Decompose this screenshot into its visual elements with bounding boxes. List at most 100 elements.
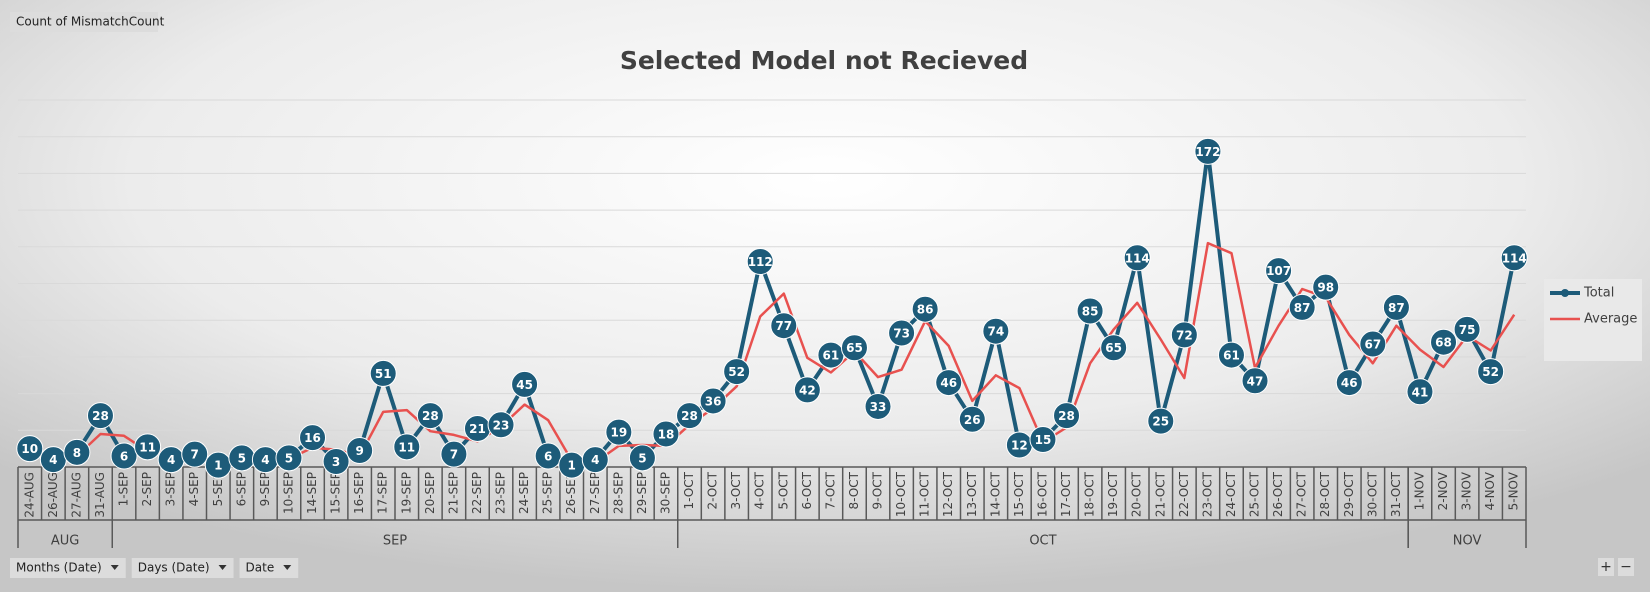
data-label: 6 bbox=[544, 449, 552, 463]
x-tick-label: 26-SEP bbox=[564, 472, 578, 514]
data-marker bbox=[1500, 244, 1528, 272]
legend-marker bbox=[1561, 289, 1569, 297]
field-button[interactable] bbox=[131, 558, 234, 578]
x-tick-label: 14-OCT bbox=[988, 471, 1002, 517]
x-tick-label: 24-SEP bbox=[517, 472, 531, 514]
data-marker bbox=[369, 359, 397, 387]
data-label: 28 bbox=[1058, 409, 1075, 423]
x-tick-label: 25-OCT bbox=[1248, 471, 1262, 517]
field-button[interactable] bbox=[239, 558, 299, 578]
x-tick-label: 9-SEP bbox=[258, 472, 272, 506]
data-label: 75 bbox=[1459, 323, 1476, 337]
x-tick-label: 4-NOV bbox=[1483, 471, 1497, 510]
data-label: 46 bbox=[1341, 376, 1358, 390]
data-label: 15 bbox=[1035, 433, 1052, 447]
data-label: 26 bbox=[964, 413, 981, 427]
data-label: 72 bbox=[1176, 328, 1193, 342]
data-marker bbox=[1312, 273, 1340, 301]
data-label: 1 bbox=[214, 459, 222, 473]
data-marker bbox=[1453, 315, 1481, 343]
x-tick-label: 22-OCT bbox=[1177, 471, 1191, 517]
x-tick-label: 23-OCT bbox=[1200, 471, 1214, 517]
data-label: 11 bbox=[398, 440, 415, 454]
data-marker bbox=[958, 405, 986, 433]
dropdown-arrow bbox=[110, 565, 119, 570]
data-marker bbox=[581, 446, 609, 474]
x-tick-label: 28-SEP bbox=[611, 472, 625, 514]
data-marker bbox=[299, 424, 327, 452]
data-label: 87 bbox=[1388, 301, 1405, 315]
data-label: 16 bbox=[304, 431, 321, 445]
x-tick-label: 19-SEP bbox=[399, 472, 413, 514]
x-tick-label: 3-OCT bbox=[729, 471, 743, 509]
x-tick-label: 5-NOV bbox=[1507, 471, 1521, 510]
data-marker bbox=[864, 392, 892, 420]
data-label: 1 bbox=[568, 459, 576, 473]
data-label: 5 bbox=[638, 451, 646, 465]
month-label: NOV bbox=[1453, 534, 1482, 549]
data-label: 33 bbox=[870, 400, 887, 414]
zoom-button[interactable] bbox=[1598, 558, 1614, 576]
x-tick-label: 21-OCT bbox=[1153, 471, 1167, 517]
data-marker bbox=[628, 444, 656, 472]
data-marker bbox=[1217, 341, 1245, 369]
field-button-label: Months (Date) bbox=[16, 561, 102, 575]
x-tick-label: 17-SEP bbox=[376, 472, 390, 514]
data-label: 52 bbox=[728, 365, 745, 379]
x-tick-label: 3-NOV bbox=[1460, 471, 1474, 510]
data-marker bbox=[652, 420, 680, 448]
dropdown-arrow bbox=[283, 565, 292, 570]
x-tick-label: 24-OCT bbox=[1224, 471, 1238, 517]
data-label: 114 bbox=[1125, 251, 1150, 265]
data-label: 52 bbox=[1482, 365, 1499, 379]
data-marker bbox=[1430, 328, 1458, 356]
x-tick-label: 26-OCT bbox=[1271, 471, 1285, 517]
data-marker bbox=[1147, 407, 1175, 435]
data-marker bbox=[134, 433, 162, 461]
data-marker bbox=[1053, 402, 1081, 430]
data-label: 9 bbox=[355, 444, 363, 458]
x-tick-label: 16-OCT bbox=[1035, 471, 1049, 517]
data-marker bbox=[1335, 369, 1363, 397]
data-label: 12 bbox=[1011, 438, 1028, 452]
x-tick-label: 20-SEP bbox=[423, 472, 437, 514]
data-marker bbox=[723, 358, 751, 386]
data-label: 8 bbox=[73, 446, 81, 460]
x-tick-label: 8-OCT bbox=[847, 471, 861, 509]
value-field-button[interactable] bbox=[10, 12, 158, 32]
x-tick-label: 20-OCT bbox=[1130, 471, 1144, 517]
field-button-label: Date bbox=[246, 561, 275, 575]
legend-label: Total bbox=[1583, 286, 1614, 301]
data-label: 11 bbox=[139, 440, 156, 454]
data-marker bbox=[1359, 330, 1387, 358]
data-marker bbox=[770, 312, 798, 340]
data-label: 5 bbox=[238, 451, 246, 465]
x-tick-label: 30-OCT bbox=[1365, 471, 1379, 517]
data-label: 74 bbox=[987, 325, 1004, 339]
data-marker bbox=[840, 334, 868, 362]
x-tick-label: 15-SEP bbox=[329, 472, 343, 514]
data-label: 114 bbox=[1502, 251, 1527, 265]
x-tick-label: 28-OCT bbox=[1318, 471, 1332, 517]
x-tick-label: 18-OCT bbox=[1083, 471, 1097, 517]
data-marker bbox=[511, 370, 539, 398]
x-tick-label: 7-OCT bbox=[823, 471, 837, 509]
zoom-button[interactable] bbox=[1618, 558, 1634, 576]
x-tick-label: 1-NOV bbox=[1412, 471, 1426, 510]
x-tick-label: 5-OCT bbox=[776, 471, 790, 509]
data-label: 65 bbox=[1105, 341, 1122, 355]
data-label: 65 bbox=[846, 341, 863, 355]
data-label: 6 bbox=[120, 449, 128, 463]
data-marker bbox=[63, 438, 91, 466]
field-button[interactable] bbox=[10, 558, 126, 578]
data-label: 46 bbox=[940, 376, 957, 390]
x-tick-label: 4-SEP bbox=[187, 472, 201, 506]
data-marker bbox=[16, 435, 44, 463]
data-marker bbox=[1406, 378, 1434, 406]
x-tick-label: 22-SEP bbox=[470, 472, 484, 514]
x-tick-label: 13-OCT bbox=[965, 471, 979, 517]
x-tick-label: 3-SEP bbox=[164, 472, 178, 506]
data-marker bbox=[1241, 367, 1269, 395]
data-label: 28 bbox=[422, 409, 439, 423]
data-marker bbox=[440, 440, 468, 468]
